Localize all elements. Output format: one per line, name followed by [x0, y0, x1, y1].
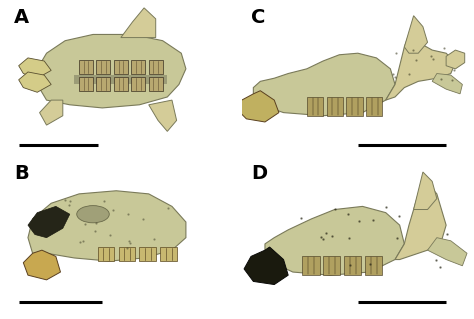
Polygon shape: [432, 73, 462, 94]
Polygon shape: [149, 100, 177, 131]
Polygon shape: [23, 250, 61, 280]
Polygon shape: [28, 206, 70, 238]
Polygon shape: [149, 60, 163, 73]
Polygon shape: [386, 34, 456, 100]
Polygon shape: [446, 50, 465, 69]
Polygon shape: [244, 247, 288, 285]
Polygon shape: [139, 247, 155, 261]
Polygon shape: [160, 247, 177, 261]
Polygon shape: [307, 97, 323, 116]
Polygon shape: [121, 8, 155, 38]
Polygon shape: [237, 91, 279, 122]
Polygon shape: [404, 16, 428, 53]
Polygon shape: [79, 60, 93, 73]
Polygon shape: [344, 256, 361, 275]
Polygon shape: [18, 58, 51, 78]
Ellipse shape: [77, 206, 109, 223]
Polygon shape: [327, 97, 343, 116]
Polygon shape: [131, 60, 145, 73]
Polygon shape: [79, 78, 93, 91]
Polygon shape: [253, 53, 395, 116]
Text: C: C: [251, 8, 265, 27]
Polygon shape: [118, 247, 135, 261]
Text: B: B: [14, 164, 29, 183]
Polygon shape: [39, 100, 63, 125]
Polygon shape: [395, 183, 446, 260]
Polygon shape: [365, 256, 382, 275]
Polygon shape: [28, 191, 186, 261]
Polygon shape: [149, 78, 163, 91]
Text: D: D: [251, 164, 267, 183]
Polygon shape: [98, 247, 114, 261]
Polygon shape: [114, 60, 128, 73]
Polygon shape: [366, 97, 382, 116]
Polygon shape: [18, 72, 51, 92]
Polygon shape: [97, 78, 110, 91]
Polygon shape: [114, 78, 128, 91]
Polygon shape: [37, 34, 186, 108]
Polygon shape: [414, 172, 437, 210]
Polygon shape: [323, 256, 340, 275]
Polygon shape: [302, 256, 319, 275]
Polygon shape: [265, 206, 404, 275]
Polygon shape: [131, 78, 145, 91]
Polygon shape: [428, 238, 467, 266]
Polygon shape: [74, 75, 167, 85]
Polygon shape: [97, 60, 110, 73]
Polygon shape: [346, 97, 363, 116]
Text: A: A: [14, 8, 29, 27]
